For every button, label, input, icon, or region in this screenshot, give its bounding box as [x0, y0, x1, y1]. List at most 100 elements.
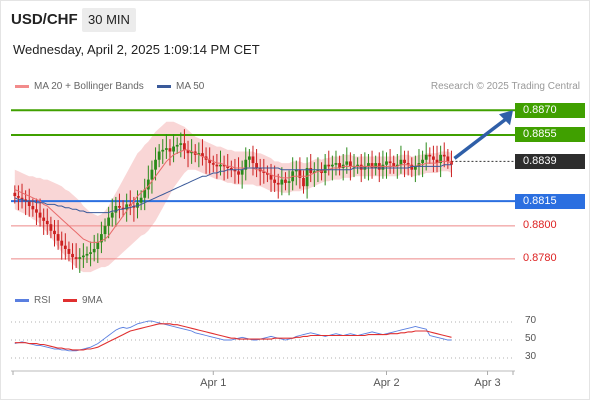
currency-pair-title: USD/CHF — [11, 11, 78, 28]
timeframe-badge[interactable]: 30 MIN — [82, 8, 136, 32]
rsi-tick-label: 50 — [525, 333, 537, 344]
candle-body — [395, 164, 399, 167]
candle-body — [211, 163, 215, 165]
research-credit: Research © 2025 Trading Central — [430, 81, 580, 92]
candle-body — [403, 159, 406, 164]
candle-body — [226, 166, 230, 169]
candle-body — [442, 154, 446, 157]
candle-body — [432, 156, 435, 160]
candle-body — [305, 168, 309, 187]
legend-ma20: MA 20 + Bollinger Bands — [34, 81, 144, 92]
candle-body — [446, 156, 450, 162]
candle-body — [247, 156, 251, 160]
candle-body — [237, 171, 240, 175]
candle-body — [316, 169, 320, 172]
candle-body — [92, 248, 96, 253]
candle-body — [175, 144, 179, 147]
candle-body — [327, 164, 331, 167]
candle-body — [435, 159, 439, 164]
candle-body — [338, 163, 341, 169]
candle-body — [157, 151, 161, 160]
candle-body — [139, 197, 143, 203]
bollinger-band — [14, 121, 452, 273]
candle-body — [56, 234, 60, 241]
ma9-swatch-icon — [63, 299, 77, 302]
candle-body — [168, 148, 172, 152]
x-tick-label: Apr 3 — [474, 377, 501, 389]
candle-body — [424, 154, 428, 160]
candle-body — [183, 143, 186, 150]
candle-body — [280, 179, 284, 185]
forecast-arrow-shaft — [453, 116, 509, 160]
candle-body — [298, 169, 302, 178]
candle-body — [172, 146, 175, 152]
candle-body — [334, 163, 338, 165]
candle-body — [262, 171, 266, 173]
candle-body — [60, 240, 64, 246]
candle-body — [118, 206, 121, 208]
level-label-support2: 0.8780 — [523, 252, 557, 265]
candle-body — [284, 179, 287, 183]
candle-body — [100, 234, 103, 243]
candle-body — [89, 252, 92, 254]
legend-rsi: RSI — [34, 295, 51, 306]
candle-body — [146, 179, 150, 190]
candle-body — [385, 161, 388, 165]
candle-body — [71, 253, 74, 258]
candle-body — [215, 164, 219, 167]
candle-body — [233, 169, 237, 172]
candle-body — [186, 149, 190, 154]
candle-body — [309, 168, 313, 173]
candle-body — [63, 245, 67, 249]
candle-body — [287, 181, 291, 183]
candle-body — [294, 169, 298, 172]
candle-body — [255, 163, 258, 169]
candle-body — [244, 159, 248, 170]
candle-body — [179, 143, 183, 145]
forecast-arrow-head-icon — [499, 110, 513, 126]
candle-body — [240, 169, 244, 175]
legend-ma50: MA 50 — [176, 81, 205, 92]
candle-body — [251, 156, 255, 164]
candle-body — [413, 166, 417, 170]
candle-body — [367, 163, 370, 167]
candle-body — [190, 151, 194, 154]
candle-body — [269, 174, 273, 180]
rsi-tick-label: 70 — [525, 315, 537, 326]
candle-body — [164, 148, 168, 150]
x-tick-label: Apr 2 — [373, 377, 400, 389]
candle-body — [132, 206, 136, 208]
candle-body — [121, 207, 125, 210]
candle-body — [161, 149, 165, 152]
candle-body — [143, 189, 147, 198]
candle-body — [410, 164, 414, 170]
candle-body — [359, 164, 363, 170]
candle-body — [78, 257, 82, 259]
candle-body — [219, 164, 222, 167]
candle-body — [53, 230, 56, 235]
candle-body — [154, 159, 157, 170]
rsi-swatch-icon — [15, 299, 29, 302]
level-label-support1: 0.8800 — [523, 219, 557, 232]
candle-body — [388, 161, 392, 164]
candle-body — [312, 171, 316, 173]
candle-body — [67, 248, 71, 254]
candle-body — [374, 163, 378, 169]
candle-body — [110, 212, 114, 218]
candle-body — [96, 242, 100, 249]
candle-body — [74, 257, 78, 259]
candle-body — [103, 225, 107, 235]
candle-body — [381, 164, 385, 170]
rsi-tick-label: 30 — [525, 351, 537, 362]
candle-body — [13, 192, 17, 197]
candle-body — [208, 159, 212, 164]
candle-body — [302, 177, 305, 187]
rsi-line — [14, 320, 452, 352]
candle-body — [38, 212, 42, 218]
candle-body — [49, 224, 53, 231]
candle-body — [201, 153, 204, 157]
candle-body — [345, 161, 349, 165]
candle-body — [197, 153, 201, 155]
ma50-swatch-icon — [157, 85, 171, 88]
